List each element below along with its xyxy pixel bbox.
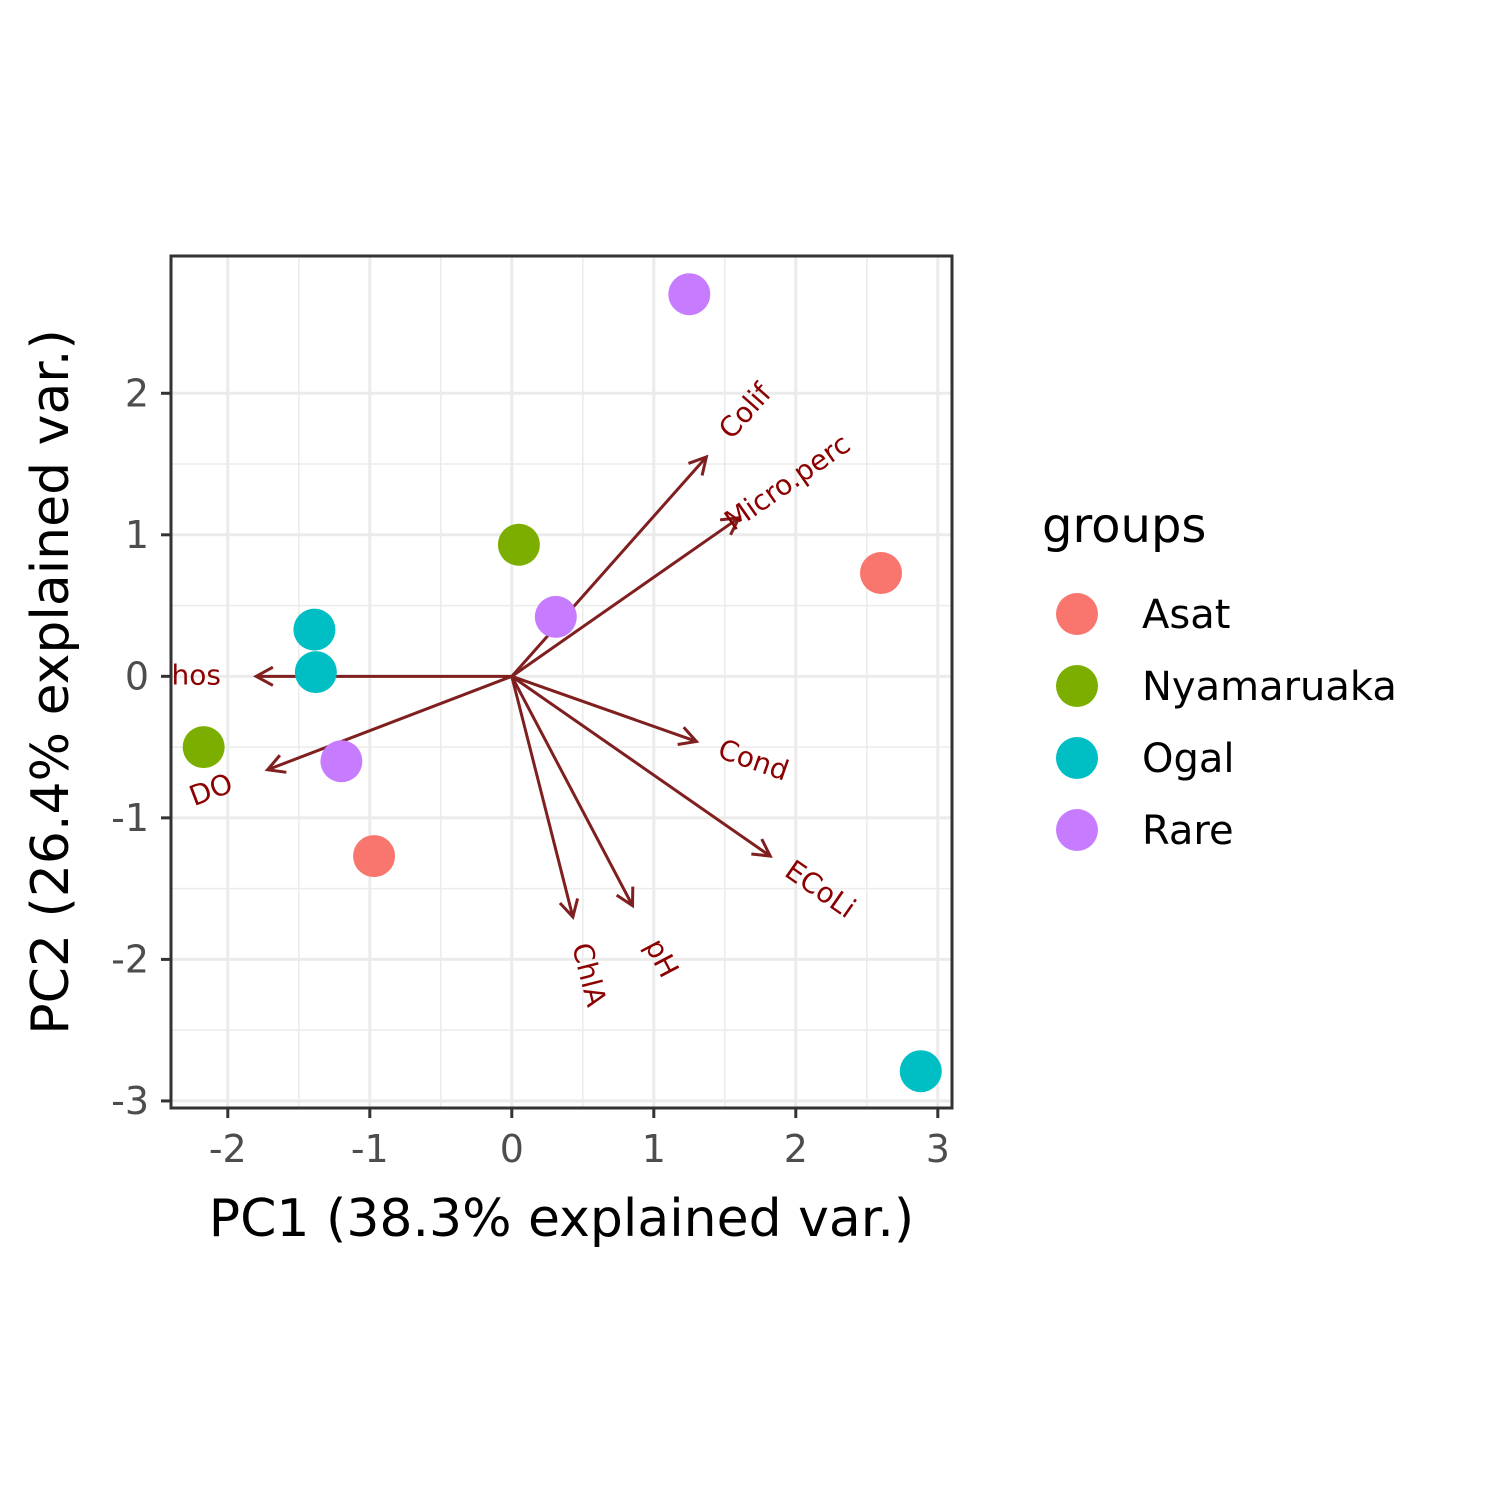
vector-arrow	[511, 674, 697, 743]
panel-background	[171, 256, 952, 1108]
data-point	[353, 835, 396, 878]
y-tick-label: 2	[125, 371, 149, 415]
data-point	[293, 608, 336, 651]
data-point	[294, 651, 337, 694]
vector-arrowhead	[677, 726, 700, 746]
x-tick-label: 2	[784, 1127, 808, 1171]
legend-title: groups	[1042, 498, 1206, 554]
vector-arrowhead	[253, 665, 274, 687]
data-point	[497, 523, 540, 566]
vector-arrow	[510, 675, 575, 918]
vector-label: hos	[171, 658, 220, 691]
data-point	[182, 726, 225, 769]
panel-frame	[169, 254, 954, 1110]
legend-item: Nyamaruaka	[1056, 664, 1397, 710]
data-points	[182, 273, 942, 1093]
x-tick-label: 3	[926, 1127, 950, 1171]
y-tick-label: 0	[125, 654, 149, 698]
vector-arrowhead	[719, 516, 742, 536]
vector-arrowhead	[687, 454, 709, 476]
data-point	[860, 552, 902, 595]
vector-arrow	[510, 675, 634, 907]
legend-label: Rare	[1142, 808, 1234, 854]
data-point	[320, 740, 363, 783]
x-tick-label: -2	[209, 1127, 247, 1171]
legend-label: Nyamaruaka	[1142, 664, 1397, 710]
plot-panel	[171, 256, 952, 1108]
x-axis-title: PC1 (38.3% explained var.)	[209, 1189, 914, 1249]
legend: groups Asat Nyamaruaka Ogal Rare	[1042, 498, 1397, 854]
data-point	[668, 273, 711, 316]
vector-arrowhead	[615, 886, 635, 909]
vector-arrow	[267, 674, 513, 772]
vector-arrowhead	[751, 838, 773, 858]
legend-label: Asat	[1142, 592, 1230, 638]
legend-label: Ogal	[1142, 736, 1235, 782]
legend-key	[1056, 593, 1098, 635]
y-tick-label: -3	[111, 1079, 149, 1123]
y-axis-title: PC2 (26.4% explained var.)	[21, 329, 81, 1034]
vector-arrow	[510, 675, 772, 858]
vector-arrow	[510, 516, 740, 678]
y-tick-label: 1	[125, 513, 149, 557]
x-tick-label: 0	[500, 1127, 524, 1171]
data-point	[534, 595, 577, 638]
legend-item: Rare	[1056, 808, 1234, 854]
x-tick-label: -1	[351, 1127, 389, 1171]
axes: -2 -1 0 1 2 3 -3 -2 -1 0 1 2	[111, 371, 950, 1171]
legend-item: Ogal	[1056, 736, 1235, 782]
x-tick-label: 1	[642, 1127, 666, 1171]
legend-item: Asat	[1056, 592, 1230, 638]
panel-border	[169, 254, 954, 1110]
data-point	[899, 1050, 942, 1093]
legend-key	[1056, 665, 1098, 707]
vector-arrowhead	[264, 754, 287, 774]
y-tick-label: -1	[111, 796, 149, 840]
vector-arrow	[510, 455, 708, 678]
vector-arrowhead	[558, 898, 580, 920]
legend-key	[1056, 737, 1098, 779]
legend-key	[1056, 809, 1098, 851]
y-tick-label: -2	[111, 937, 149, 981]
